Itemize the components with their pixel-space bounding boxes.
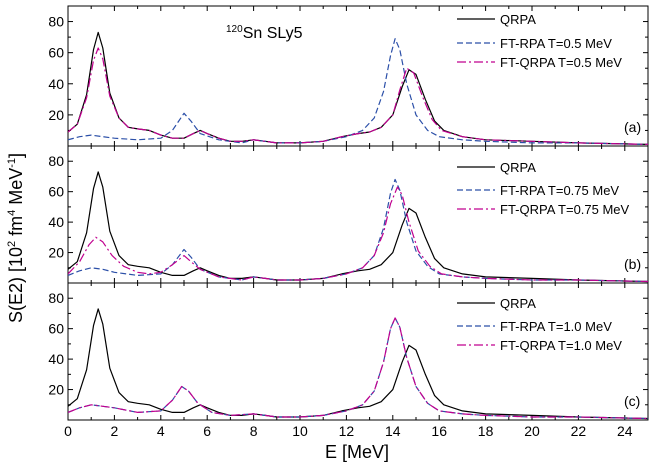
series-line-dashed [68, 178, 648, 283]
x-tick-label: 16 [431, 423, 447, 439]
panel-label: (c) [624, 393, 640, 409]
series-line-dashdot [68, 186, 648, 283]
y-tick-label: 20 [48, 245, 64, 261]
legend-label: FT-QRPA T=1.0 MeV [500, 338, 622, 353]
y-title-part: S(E2) [10 [6, 247, 26, 323]
series-line-dashdot [68, 47, 648, 145]
x-tick-label: 4 [157, 423, 165, 439]
title-main: Sn SLy5 [243, 25, 303, 42]
y-tick-label: 80 [48, 290, 64, 306]
legend-label: QRPA [500, 160, 536, 175]
panel-frame [67, 282, 649, 421]
series-line-dashed [68, 38, 648, 145]
y-title-part: fm [6, 216, 26, 241]
x-tick-label: 12 [339, 423, 355, 439]
x-tick-label: 2 [111, 423, 119, 439]
legend-label: QRPA [500, 12, 536, 27]
y-tick-label: 60 [48, 184, 64, 200]
panel-frame [67, 5, 649, 147]
series-line-dashdot [68, 317, 648, 420]
panel-a: 20 40 60 80 QRPA FT-RPA T=0.5 MeV FT-QRPA T=0.… [48, 5, 649, 147]
y-title-part: MeV [6, 168, 26, 210]
y-tick-label: 80 [48, 153, 64, 169]
x-tick-label: 22 [571, 423, 587, 439]
y-tick-label: 40 [48, 76, 64, 92]
y-tick-label: 40 [48, 351, 64, 367]
x-tick-label: 20 [524, 423, 540, 439]
y-tick-label: 20 [48, 382, 64, 398]
x-tick-label: 0 [64, 423, 72, 439]
y-tick-label: 40 [48, 214, 64, 230]
y-title-part: ] [6, 153, 26, 158]
panel-b: 20 40 60 80 QRPA FT-RPA T=0.75 MeV FT-QRPA T=0… [48, 145, 649, 284]
y-tick-label: 20 [48, 107, 64, 123]
x-tick-label: 18 [478, 423, 494, 439]
x-tick-label: 8 [250, 423, 258, 439]
legend-label: FT-RPA T=1.0 MeV [500, 319, 612, 334]
y-axis-title: S(E2) [102 fm4 MeV-1] [6, 153, 26, 323]
x-tick-label: 24 [617, 423, 633, 439]
y-title-superscript: 4 [6, 210, 18, 216]
panel-label: (b) [624, 256, 641, 272]
x-axis-title: E [MeV] [325, 442, 389, 462]
chart-title: 120Sn SLy5 [226, 24, 303, 42]
legend-label: FT-RPA T=0.75 MeV [500, 183, 619, 198]
y-tick-label: 80 [48, 14, 64, 30]
y-title-superscript: -1 [6, 158, 18, 168]
title-superscript: 120 [226, 24, 243, 35]
x-tick-label: 14 [385, 423, 401, 439]
y-tick-label: 60 [48, 45, 64, 61]
legend-label: FT-QRPA T=0.75 MeV [500, 202, 630, 217]
legend-label: QRPA [500, 296, 536, 311]
y-title-superscript: 2 [6, 241, 18, 247]
panel-label: (a) [624, 119, 641, 135]
legend-label: FT-QRPA T=0.5 MeV [500, 55, 622, 70]
x-tick-label: 6 [203, 423, 211, 439]
x-tick-label: 10 [292, 423, 308, 439]
y-tick-label: 60 [48, 321, 64, 337]
legend-label: FT-RPA T=0.5 MeV [500, 36, 612, 51]
